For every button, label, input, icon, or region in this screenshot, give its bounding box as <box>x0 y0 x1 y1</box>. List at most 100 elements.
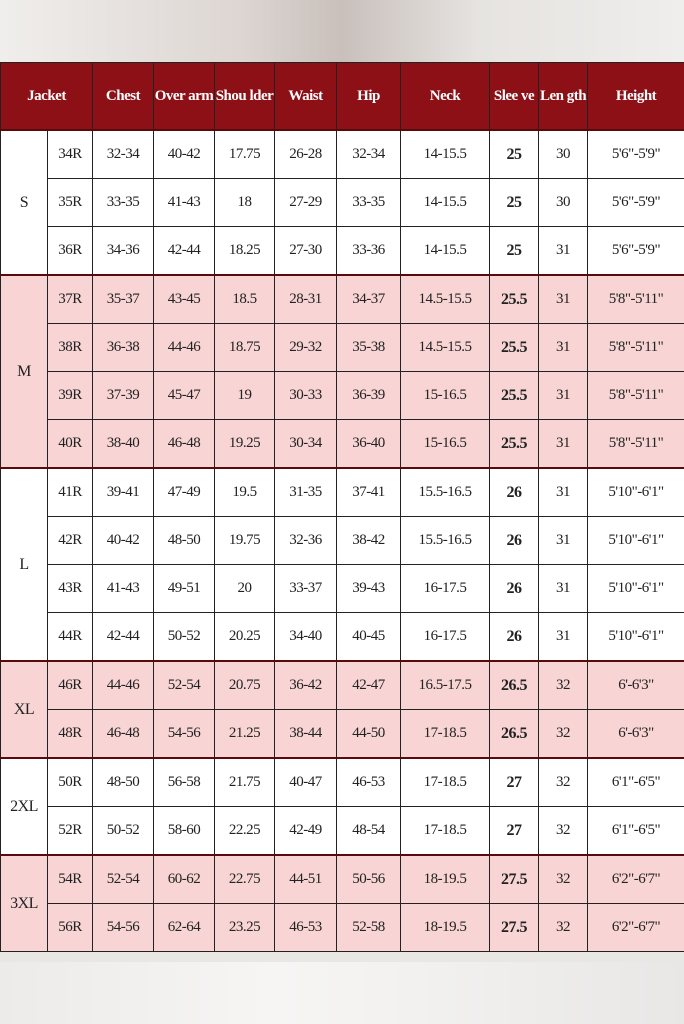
cell-jacket-code: 52R <box>47 806 93 856</box>
cell-shoulder: 18.75 <box>214 323 275 372</box>
cell-jacket-code: 36R <box>47 226 93 276</box>
size-group-label: L <box>0 467 48 662</box>
cell-over-arm: 62-64 <box>153 903 215 952</box>
cell-chest: 41-43 <box>92 564 154 613</box>
cell-waist: 27-29 <box>274 178 337 227</box>
cell-length: 31 <box>538 564 588 613</box>
cell-sleeve: 25.5 <box>489 274 539 324</box>
cell-sleeve: 27 <box>489 757 539 807</box>
cell-shoulder: 19 <box>214 371 275 420</box>
cell-shoulder: 21.25 <box>214 709 275 759</box>
cell-sleeve: 25.5 <box>489 371 539 420</box>
size-group-label: XL <box>0 660 48 759</box>
cell-waist: 42-49 <box>274 806 337 856</box>
header-row: Jacket Chest Over arm Shou lder Waist Hi… <box>0 62 684 131</box>
cell-jacket-code: 56R <box>47 903 93 952</box>
size-group-label: S <box>0 129 48 276</box>
header-chest: Chest <box>92 62 154 131</box>
cell-over-arm: 45-47 <box>153 371 215 420</box>
cell-over-arm: 56-58 <box>153 757 215 807</box>
cell-hip: 32-34 <box>336 129 401 179</box>
cell-jacket-code: 34R <box>47 129 93 179</box>
cell-height: 5'6"-5'9" <box>587 178 684 227</box>
cell-shoulder: 18.25 <box>214 226 275 276</box>
cell-neck: 14.5-15.5 <box>400 274 490 324</box>
cell-neck: 15-16.5 <box>400 371 490 420</box>
cell-length: 31 <box>538 371 588 420</box>
table-row: XL 46R 44-46 52-54 20.75 36-42 42-47 16.5-17.5 2… <box>0 660 684 759</box>
cell-neck: 14-15.5 <box>400 129 490 179</box>
cell-height: 5'6"-5'9" <box>587 226 684 276</box>
header-length: Len gth <box>538 62 588 131</box>
cell-chest: 33-35 <box>92 178 154 227</box>
cell-shoulder: 17.75 <box>214 129 275 179</box>
size-group-label: M <box>0 274 48 469</box>
cell-hip: 40-45 <box>336 612 401 662</box>
cell-height: 5'10"-6'1" <box>587 564 684 613</box>
cell-neck: 16-17.5 <box>400 612 490 662</box>
cell-height: 5'8"-5'11" <box>587 371 684 420</box>
cell-height: 6'2"-6'7" <box>587 854 684 904</box>
cell-neck: 18-19.5 <box>400 854 490 904</box>
cell-height: 5'6"-5'9" <box>587 129 684 179</box>
cell-chest: 40-42 <box>92 516 154 565</box>
cell-height: 5'10"-6'1" <box>587 467 684 517</box>
cell-chest: 39-41 <box>92 467 154 517</box>
cell-jacket-code: 42R <box>47 516 93 565</box>
cell-chest: 54-56 <box>92 903 154 952</box>
cell-neck: 14-15.5 <box>400 178 490 227</box>
cell-hip: 37-41 <box>336 467 401 517</box>
cell-length: 32 <box>538 806 588 856</box>
cell-waist: 28-31 <box>274 274 337 324</box>
cell-height: 5'8"-5'11" <box>587 274 684 324</box>
cell-waist: 30-33 <box>274 371 337 420</box>
cell-length: 32 <box>538 757 588 807</box>
cell-neck: 16-17.5 <box>400 564 490 613</box>
cell-shoulder: 20.75 <box>214 660 275 710</box>
cell-hip: 48-54 <box>336 806 401 856</box>
table-row: 44R 42-44 50-52 20.25 34-40 40-45 16-17.5 26 31 5… <box>1 612 684 662</box>
cell-hip: 38-42 <box>336 516 401 565</box>
table-row: 42R 40-42 48-50 19.75 32-36 38-42 15.5-16.5 26 3… <box>1 516 684 565</box>
cell-jacket-code: 39R <box>47 371 93 420</box>
size-group-label: 3XL <box>0 854 48 952</box>
cell-height: 6'-6'3" <box>587 709 684 759</box>
cell-shoulder: 22.75 <box>214 854 275 904</box>
header-jacket: Jacket <box>0 62 93 131</box>
cell-sleeve: 26 <box>489 612 539 662</box>
cell-waist: 40-47 <box>274 757 337 807</box>
cell-sleeve: 25 <box>489 226 539 276</box>
cell-hip: 35-38 <box>336 323 401 372</box>
cell-shoulder: 20.25 <box>214 612 275 662</box>
cell-chest: 48-50 <box>92 757 154 807</box>
cell-length: 32 <box>538 903 588 952</box>
cell-waist: 30-34 <box>274 419 337 469</box>
cell-jacket-code: 54R <box>47 854 93 904</box>
cell-neck: 15.5-16.5 <box>400 516 490 565</box>
cell-neck: 15-16.5 <box>400 419 490 469</box>
table-row: 43R 41-43 49-51 20 33-37 39-43 16-17.5 26 31 5'10… <box>1 564 684 613</box>
table-row: 35R 33-35 41-43 18 27-29 33-35 14-15.5 25 30 5'6"… <box>1 178 684 227</box>
table-row: 36R 34-36 42-44 18.25 27-30 33-36 14-15.5 25 31 5… <box>1 226 684 276</box>
cell-sleeve: 25.5 <box>489 419 539 469</box>
cell-shoulder: 19.25 <box>214 419 275 469</box>
cell-over-arm: 46-48 <box>153 419 215 469</box>
cell-shoulder: 18 <box>214 178 275 227</box>
cell-length: 32 <box>538 854 588 904</box>
cell-chest: 37-39 <box>92 371 154 420</box>
cell-sleeve: 26 <box>489 564 539 613</box>
cell-length: 31 <box>538 419 588 469</box>
header-hip: Hip <box>336 62 401 131</box>
cell-over-arm: 47-49 <box>153 467 215 517</box>
cell-neck: 17-18.5 <box>400 709 490 759</box>
cell-hip: 50-56 <box>336 854 401 904</box>
cell-jacket-code: 37R <box>47 274 93 324</box>
cell-waist: 32-36 <box>274 516 337 565</box>
table-row: 52R 50-52 58-60 22.25 42-49 48-54 17-18.5 27 32 6… <box>1 806 684 856</box>
cell-chest: 36-38 <box>92 323 154 372</box>
header-height: Height <box>587 62 684 131</box>
size-group-label: 2XL <box>0 757 48 856</box>
cell-sleeve: 26.5 <box>489 709 539 759</box>
cell-chest: 42-44 <box>92 612 154 662</box>
table-row: 3XL 54R 52-54 60-62 22.75 44-51 50-56 18-19.5 27… <box>0 854 684 952</box>
